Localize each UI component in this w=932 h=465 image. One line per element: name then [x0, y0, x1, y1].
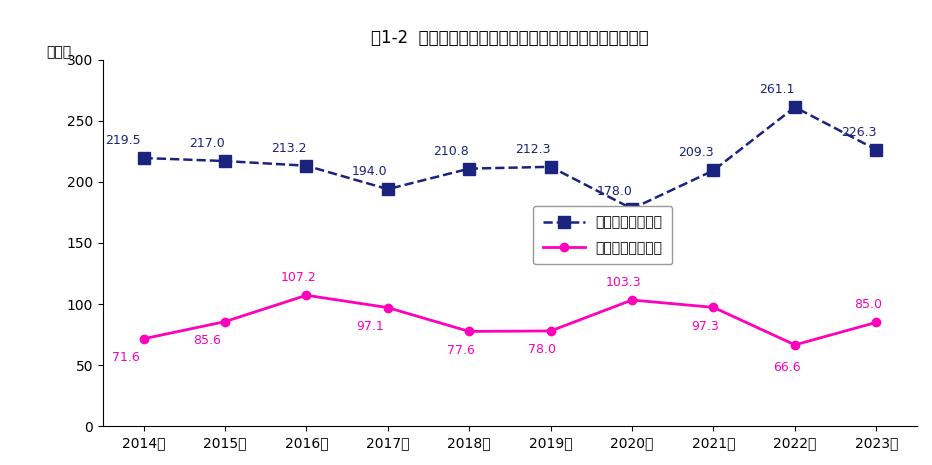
貯蓄年収比（％）: [789, 104, 801, 110]
Text: 103.3: 103.3: [606, 276, 642, 289]
Text: 85.0: 85.0: [854, 299, 883, 312]
Text: 78.0: 78.0: [528, 343, 556, 356]
Text: 212.3: 212.3: [515, 143, 551, 156]
貯蓄年収比（％）: [626, 206, 637, 212]
負債年収比（％）: [626, 297, 637, 303]
Text: 209.3: 209.3: [678, 146, 713, 159]
Title: 図1-2  貯蓄年収比と負債年収比の推移（二人以上の世帯）: 図1-2 貯蓄年収比と負債年収比の推移（二人以上の世帯）: [371, 29, 649, 47]
Text: 97.3: 97.3: [692, 319, 720, 332]
負債年収比（％）: [382, 305, 393, 311]
Text: 219.5: 219.5: [105, 134, 141, 147]
Text: 210.8: 210.8: [433, 145, 469, 158]
Text: 71.6: 71.6: [112, 351, 140, 364]
Text: 194.0: 194.0: [352, 165, 388, 178]
負債年収比（％）: [545, 328, 556, 334]
貯蓄年収比（％）: [870, 147, 882, 153]
貯蓄年収比（％）: [301, 163, 312, 168]
貯蓄年収比（％）: [219, 158, 230, 164]
Legend: 貯蓄年収比（％）, 負債年収比（％）: 貯蓄年収比（％）, 負債年収比（％）: [533, 206, 672, 265]
Text: 85.6: 85.6: [193, 334, 221, 347]
貯蓄年収比（％）: [708, 168, 720, 173]
負債年収比（％）: [138, 336, 149, 342]
貯蓄年収比（％）: [138, 155, 149, 161]
Text: 226.3: 226.3: [841, 126, 876, 139]
貯蓄年収比（％）: [545, 164, 556, 170]
Text: （％）: （％）: [46, 45, 71, 59]
Text: 261.1: 261.1: [760, 83, 795, 96]
Text: 178.0: 178.0: [596, 185, 632, 198]
Line: 負債年収比（％）: 負債年収比（％）: [140, 291, 881, 349]
負債年収比（％）: [219, 319, 230, 325]
Text: 217.0: 217.0: [189, 137, 225, 150]
貯蓄年収比（％）: [382, 186, 393, 192]
Text: 77.6: 77.6: [447, 344, 475, 357]
Text: 213.2: 213.2: [270, 142, 307, 155]
Text: 66.6: 66.6: [773, 361, 801, 374]
Text: 97.1: 97.1: [356, 320, 384, 333]
負債年収比（％）: [789, 342, 801, 348]
貯蓄年収比（％）: [463, 166, 474, 172]
負債年収比（％）: [463, 329, 474, 334]
負債年収比（％）: [708, 305, 720, 310]
負債年収比（％）: [301, 292, 312, 298]
Line: 貯蓄年収比（％）: 貯蓄年収比（％）: [138, 102, 882, 214]
負債年収比（％）: [870, 319, 882, 325]
Text: 107.2: 107.2: [281, 271, 316, 284]
